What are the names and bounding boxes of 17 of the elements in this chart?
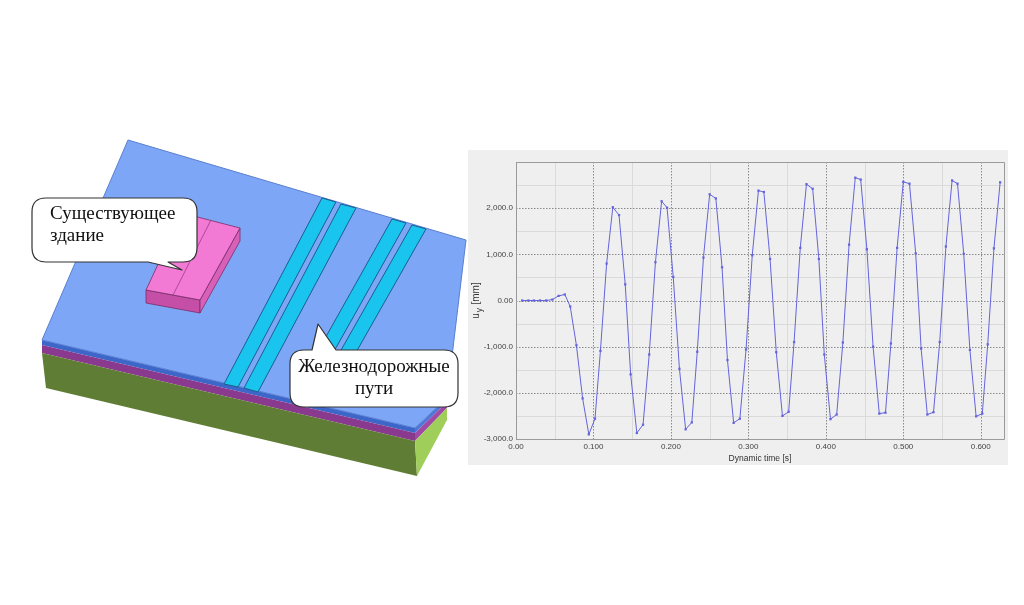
y-tick-label: -3,000.0 <box>483 434 514 444</box>
text: Железнодорожные пути <box>297 355 451 399</box>
y-tick-label: 1,000.0 <box>486 249 514 259</box>
y-axis-title: uy [mm] <box>470 282 484 319</box>
x-tick-label: 0.300 <box>738 442 759 451</box>
y-tick-label: -1,000.0 <box>483 341 514 351</box>
y-tick-label: 0.00 <box>497 295 514 305</box>
y-tick-label: 2,000.0 <box>486 203 514 213</box>
x-tick-label: 0.500 <box>893 442 914 451</box>
x-tick-label: 0.100 <box>583 442 605 451</box>
x-tick-label: 0.600 <box>970 442 992 451</box>
y-tick-label: -2,000.0 <box>483 388 514 398</box>
x-tick-label: 0.200 <box>660 442 682 451</box>
x-tick-label: 0.00 <box>508 442 525 451</box>
x-tick-label: 0.400 <box>815 442 837 451</box>
text: Существующее здание <box>50 202 177 246</box>
x-axis-title: Dynamic time [s] <box>728 453 792 464</box>
